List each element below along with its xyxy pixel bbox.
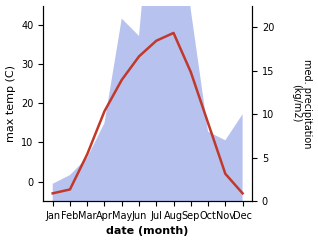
Y-axis label: max temp (C): max temp (C) [5,65,16,142]
X-axis label: date (month): date (month) [107,227,189,236]
Y-axis label: med. precipitation
(kg/m2): med. precipitation (kg/m2) [291,59,313,148]
